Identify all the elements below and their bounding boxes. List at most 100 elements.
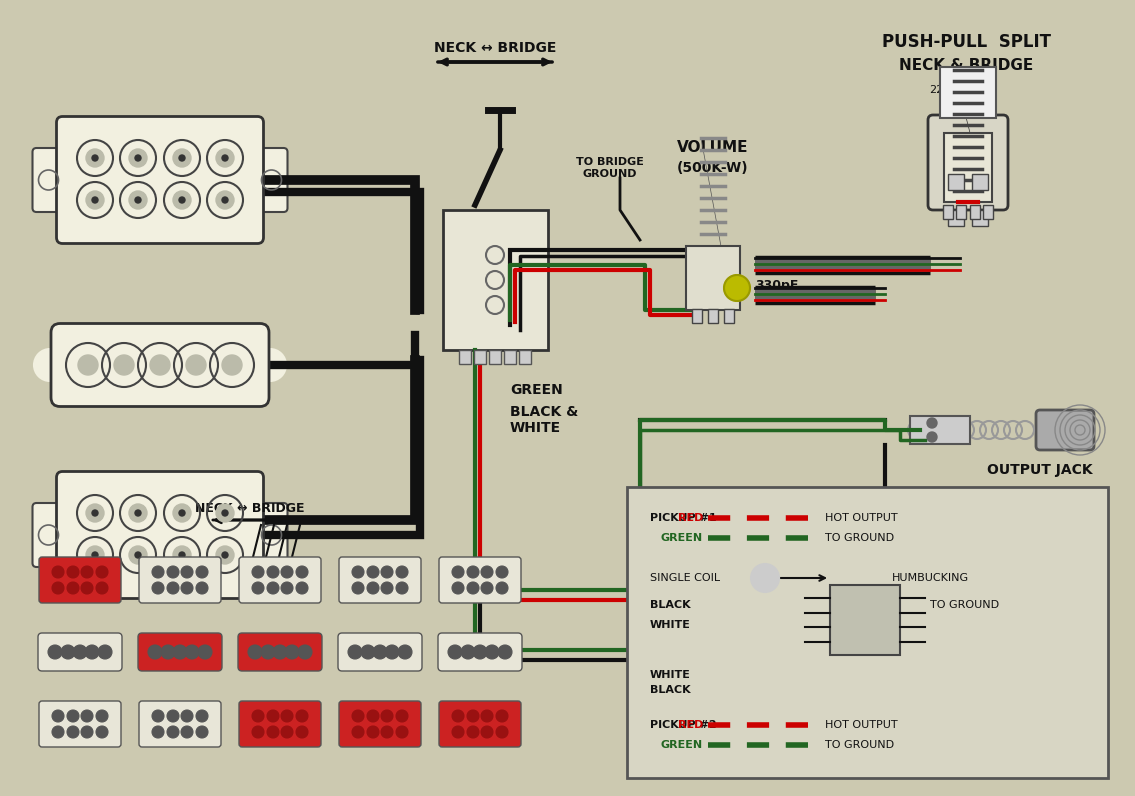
Circle shape [173,191,191,209]
Circle shape [34,349,66,381]
Circle shape [152,582,163,594]
Circle shape [373,645,387,659]
Bar [948,174,964,190]
Circle shape [496,726,508,738]
FancyBboxPatch shape [255,148,287,212]
Circle shape [222,197,228,203]
FancyBboxPatch shape [439,557,521,603]
Text: RED: RED [678,513,703,523]
FancyBboxPatch shape [686,246,740,310]
Circle shape [86,191,104,209]
Circle shape [52,566,64,578]
Circle shape [496,710,508,722]
Circle shape [385,645,400,659]
Circle shape [179,155,185,161]
Circle shape [452,566,464,578]
Circle shape [466,566,479,578]
Circle shape [498,645,512,659]
Circle shape [281,726,293,738]
Bar [708,309,718,323]
Circle shape [252,582,264,594]
Text: TO BRIDGE
GROUND: TO BRIDGE GROUND [577,157,644,179]
Circle shape [261,645,275,659]
Circle shape [81,726,93,738]
Circle shape [216,191,234,209]
FancyBboxPatch shape [39,701,121,747]
Circle shape [196,582,208,594]
Circle shape [222,552,228,558]
Circle shape [496,582,508,594]
Bar [443,210,547,350]
FancyBboxPatch shape [339,557,421,603]
FancyBboxPatch shape [39,557,121,603]
Circle shape [52,582,64,594]
Circle shape [452,582,464,594]
Bar [474,350,486,364]
Circle shape [296,566,308,578]
Circle shape [481,566,493,578]
Circle shape [173,504,191,522]
Circle shape [167,566,179,578]
Circle shape [216,546,234,564]
Circle shape [927,432,938,442]
Circle shape [222,355,242,375]
Bar [489,350,501,364]
Circle shape [352,710,364,722]
Bar [970,205,980,219]
Circle shape [281,566,293,578]
Bar [504,350,516,364]
FancyBboxPatch shape [239,701,321,747]
Circle shape [196,726,208,738]
Bar [519,350,531,364]
Circle shape [267,726,279,738]
Circle shape [299,645,312,659]
Text: (500K-W): (500K-W) [678,161,749,175]
Text: GREEN: GREEN [510,383,563,397]
Circle shape [481,582,493,594]
Bar [724,309,734,323]
Circle shape [161,645,175,659]
Circle shape [348,645,362,659]
Text: HOT OUTPUT: HOT OUTPUT [825,513,898,523]
FancyBboxPatch shape [944,133,992,202]
Circle shape [173,546,191,564]
Circle shape [180,726,193,738]
Circle shape [173,645,187,659]
Circle shape [196,566,208,578]
Circle shape [216,149,234,167]
Circle shape [173,149,191,167]
Bar [910,416,970,444]
Text: HUMBUCKING: HUMBUCKING [892,573,969,583]
Text: TO GROUND: TO GROUND [930,600,999,610]
Circle shape [466,726,479,738]
Circle shape [152,710,163,722]
Text: PUSH-PULL  SPLIT: PUSH-PULL SPLIT [882,33,1051,51]
Text: BLACK: BLACK [650,685,690,695]
Text: TO GROUND: TO GROUND [825,740,894,750]
FancyBboxPatch shape [1036,410,1094,450]
Text: 223: 223 [930,85,951,95]
Circle shape [185,645,199,659]
Circle shape [398,645,412,659]
Circle shape [48,645,62,659]
Text: GREEN: GREEN [661,740,703,750]
Circle shape [135,552,141,558]
Circle shape [135,510,141,516]
Text: OUTPUT JACK: OUTPUT JACK [987,463,1093,477]
Circle shape [197,645,212,659]
FancyBboxPatch shape [33,148,65,212]
Circle shape [179,552,185,558]
Circle shape [67,582,79,594]
Circle shape [81,582,93,594]
Circle shape [152,726,163,738]
Circle shape [381,726,393,738]
Circle shape [85,645,99,659]
Circle shape [180,582,193,594]
Circle shape [180,566,193,578]
Circle shape [296,726,308,738]
Circle shape [129,546,148,564]
Circle shape [96,566,108,578]
Circle shape [285,645,299,659]
Circle shape [267,582,279,594]
Circle shape [751,564,779,592]
